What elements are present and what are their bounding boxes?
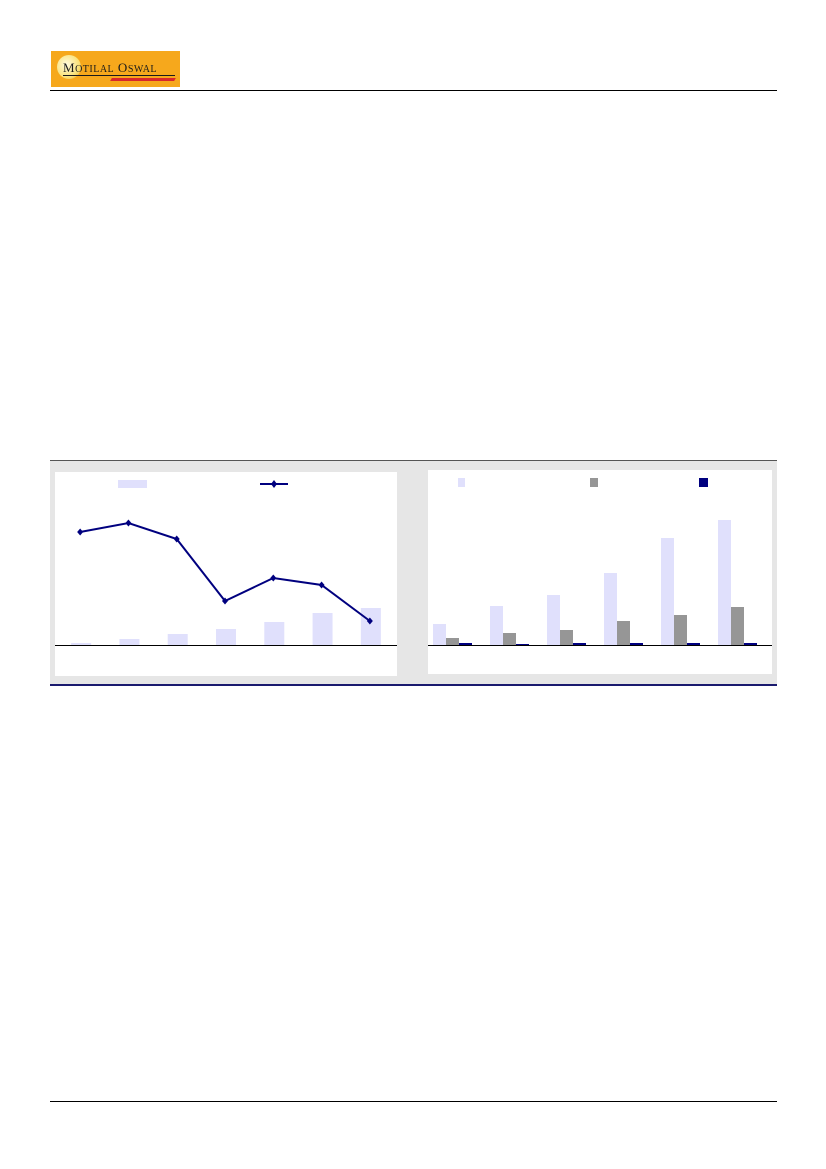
bar — [433, 624, 446, 645]
line-series — [79, 521, 371, 622]
motilal-oswal-logo: MOTILAL OSWAL — [51, 51, 180, 87]
bar — [360, 608, 381, 645]
line-point — [366, 617, 373, 625]
bar — [167, 634, 188, 645]
header-divider — [50, 90, 777, 91]
legend-bar-swatch — [118, 480, 147, 488]
bar — [630, 643, 643, 645]
bar — [516, 644, 529, 645]
bar — [503, 633, 516, 645]
exhibit-charts — [50, 460, 777, 686]
legend-swatch — [458, 478, 465, 487]
bar — [617, 621, 630, 645]
line-point — [222, 597, 228, 605]
bar — [560, 630, 573, 645]
bar — [661, 538, 674, 645]
bar — [731, 607, 744, 645]
bar — [573, 643, 586, 645]
bar — [490, 606, 503, 645]
line-point — [173, 535, 180, 543]
bar — [547, 595, 560, 645]
line-point — [270, 574, 277, 582]
bar — [119, 639, 140, 645]
line-point — [77, 528, 84, 536]
line-point — [318, 581, 325, 589]
bar — [674, 615, 687, 645]
bar — [718, 520, 731, 645]
bar — [687, 643, 700, 645]
bar — [604, 573, 617, 645]
bar — [264, 622, 285, 645]
bar — [71, 643, 92, 645]
left-chart — [55, 480, 397, 646]
legend-diamond-marker — [271, 480, 277, 488]
left-chart-panel — [55, 472, 397, 676]
legend-swatch — [699, 478, 708, 487]
bar — [216, 629, 236, 645]
footer-divider — [50, 1101, 777, 1102]
legend-swatch — [590, 478, 598, 487]
bar — [312, 613, 333, 645]
right-chart — [428, 478, 772, 646]
bar — [744, 643, 757, 645]
line-point — [125, 519, 132, 527]
bar — [446, 638, 459, 645]
bar — [459, 643, 472, 645]
right-chart-panel — [428, 470, 772, 674]
